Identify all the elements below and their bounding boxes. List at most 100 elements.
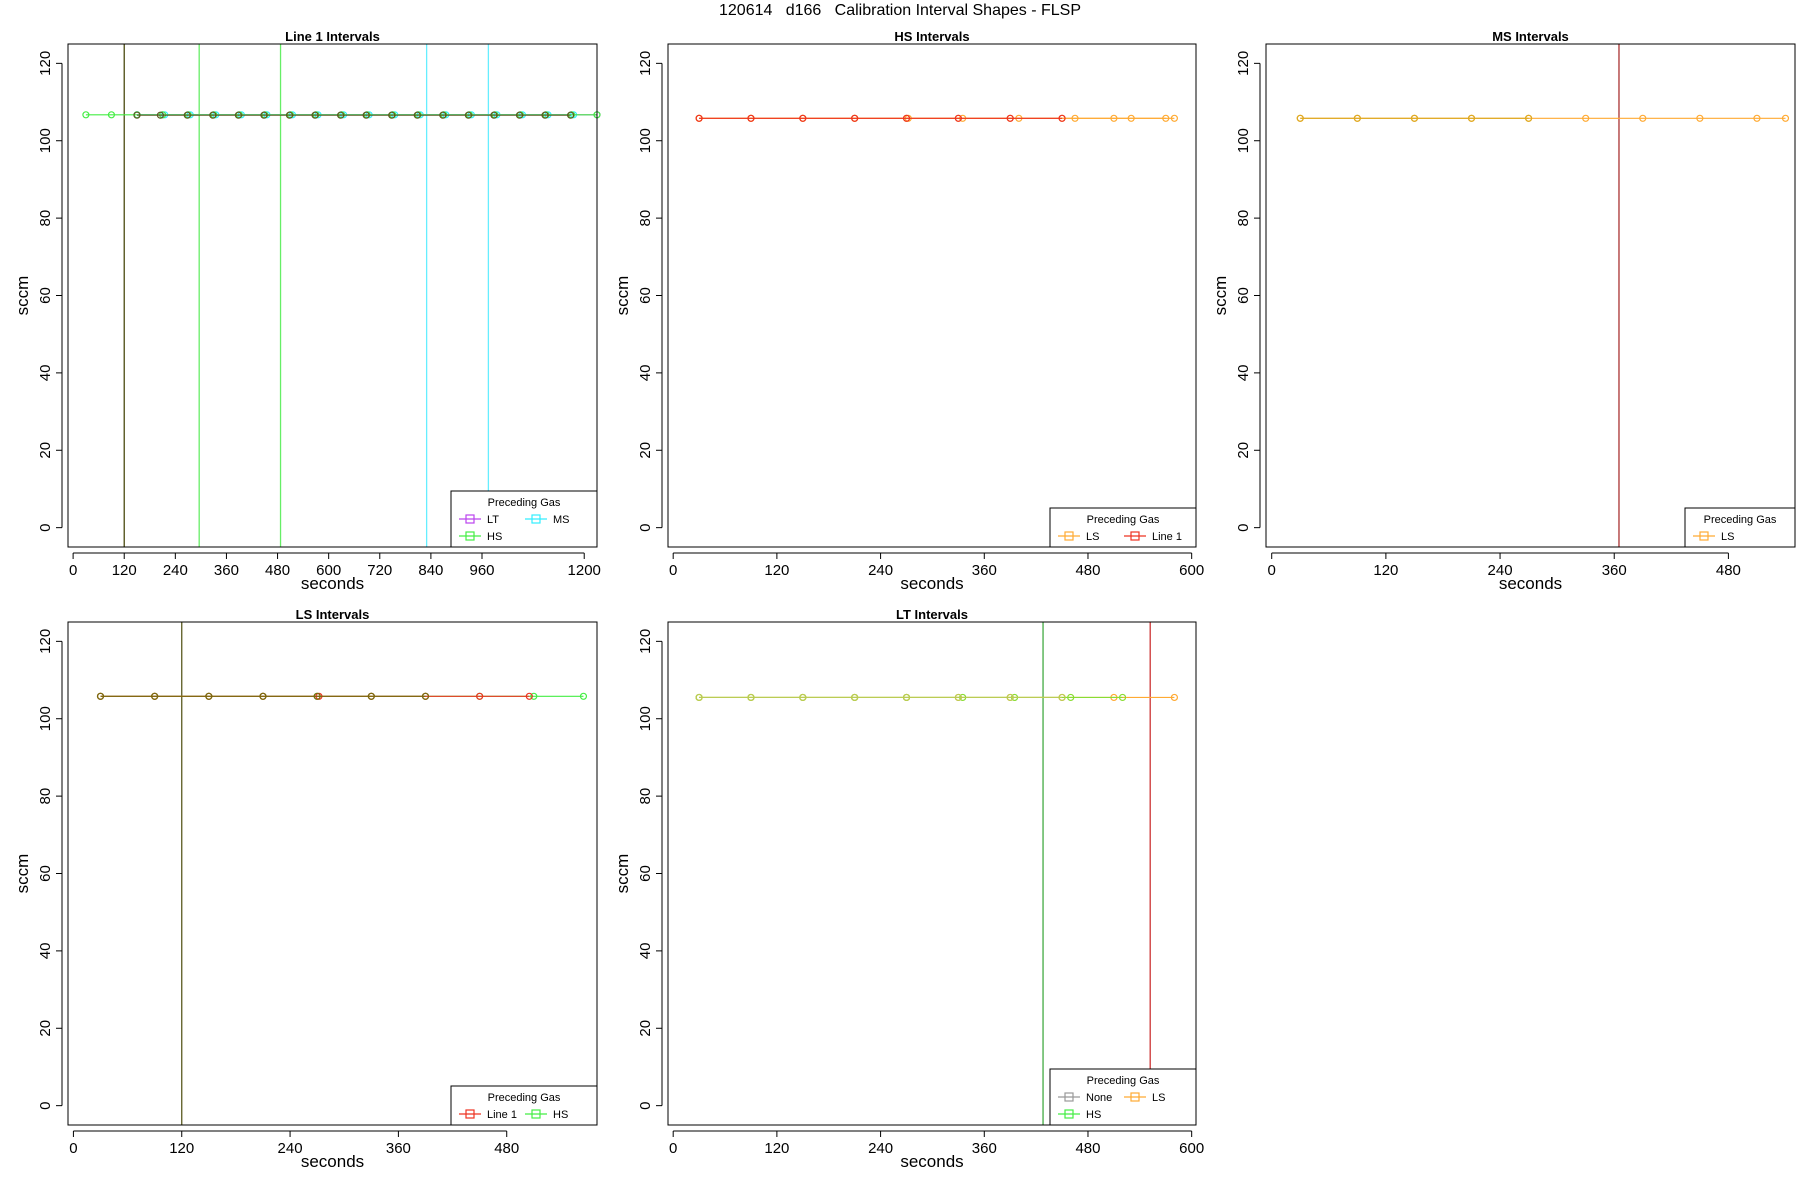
- y-axis-label: sccm: [1211, 276, 1230, 316]
- legend-title: Preceding Gas: [1087, 514, 1160, 526]
- y-tick-label: 100: [637, 128, 654, 153]
- legend-entry: HS: [1086, 1109, 1101, 1121]
- plot-frame: [667, 43, 1197, 548]
- legend-box: [1049, 507, 1197, 548]
- y-tick-label: 0: [1235, 523, 1252, 531]
- data-point: [747, 693, 755, 702]
- legend-entry: None: [1086, 1092, 1112, 1104]
- y-tick-label: 20: [1235, 442, 1252, 459]
- data-point: [205, 692, 213, 700]
- data-point: [1639, 114, 1647, 122]
- y-tick-label: 120: [37, 629, 54, 654]
- x-axis-label: seconds: [900, 574, 963, 593]
- chart-title: MS Intervals: [1492, 29, 1569, 44]
- y-tick-label: 120: [637, 629, 654, 654]
- data-point: [133, 111, 141, 119]
- data-point: [1296, 114, 1304, 122]
- data-point: [421, 692, 430, 700]
- data-point: [209, 111, 217, 119]
- plot-frame: [1265, 43, 1796, 548]
- legend-entry: Line 1: [487, 1109, 517, 1121]
- x-tick-label: 240: [278, 1140, 303, 1157]
- y-tick-label: 60: [637, 287, 654, 304]
- y-tick-label: 60: [37, 865, 54, 882]
- legend-swatch-marker: [1130, 531, 1140, 541]
- x-tick-label: 360: [214, 562, 239, 579]
- x-tick-label: 840: [418, 562, 443, 579]
- y-tick-label: 80: [637, 788, 654, 805]
- x-tick-label: 480: [1075, 562, 1100, 579]
- data-point: [107, 111, 116, 119]
- legend-swatch-marker: [531, 1109, 541, 1119]
- page-title: 120614 d166 Calibration Interval Shapes …: [719, 2, 1081, 19]
- y-tick-label: 0: [637, 523, 654, 531]
- y-axis-label: sccm: [13, 854, 32, 894]
- y-tick-label: 20: [37, 442, 54, 459]
- data-point: [1781, 114, 1790, 122]
- data-point: [439, 111, 447, 119]
- x-tick-label: 360: [386, 1140, 411, 1157]
- data-point: [476, 692, 484, 700]
- data-point: [1071, 114, 1079, 122]
- data-point: [695, 114, 703, 122]
- y-tick-label: 80: [637, 210, 654, 227]
- x-tick-label: 120: [764, 562, 789, 579]
- data-point: [96, 692, 105, 700]
- chart-title: LT Intervals: [896, 607, 968, 622]
- x-tick-label: 0: [669, 1140, 677, 1157]
- x-tick-label: 480: [494, 1140, 519, 1157]
- x-axis-label: seconds: [1499, 574, 1562, 593]
- y-tick-label: 100: [637, 706, 654, 731]
- data-point: [313, 692, 321, 700]
- y-tick-label: 80: [37, 788, 54, 805]
- legend-entry: LS: [1086, 531, 1099, 543]
- y-tick-label: 80: [37, 210, 54, 227]
- data-point: [413, 111, 421, 119]
- x-tick-label: 120: [112, 562, 137, 579]
- data-point: [1696, 114, 1704, 122]
- chart-panel-hs: HS Intervals 0 120 240 360 480 600 seconds 0 20 40…: [613, 29, 1204, 593]
- data-point: [902, 114, 911, 122]
- legend-title: Preceding Gas: [1704, 514, 1777, 526]
- legend-entry: Line 1: [1152, 531, 1182, 543]
- y-tick-label: 0: [37, 1101, 54, 1109]
- legend-swatch-marker: [1699, 531, 1709, 541]
- data-point: [1170, 693, 1178, 702]
- legend-swatch-marker: [531, 514, 541, 524]
- y-tick-label: 100: [37, 128, 54, 153]
- data-point: [260, 111, 268, 119]
- y-tick-label: 40: [37, 943, 54, 960]
- data-point: [1467, 114, 1476, 122]
- y-tick-label: 100: [37, 706, 54, 731]
- x-tick-label: 0: [669, 562, 677, 579]
- y-tick-label: 100: [1235, 128, 1252, 153]
- data-point: [566, 111, 575, 119]
- x-tick-label: 960: [469, 562, 494, 579]
- y-tick-label: 40: [637, 943, 654, 960]
- y-tick-label: 0: [37, 523, 54, 531]
- data-point: [388, 111, 396, 119]
- legend-title: Preceding Gas: [488, 497, 561, 509]
- legend-entry: LS: [1152, 1092, 1165, 1104]
- data-point: [1058, 114, 1066, 122]
- legend-swatch-marker: [465, 514, 475, 524]
- data-point: [1524, 114, 1533, 122]
- legend-entry: MS: [553, 514, 570, 526]
- chart-panel-ms: MS Intervals 0 120 240 360 480 seconds 0 20 40 60 8…: [1211, 29, 1796, 593]
- data-point: [362, 111, 370, 119]
- chart-panel-ls: LS Intervals 0 120 240 360 480 seconds 0 20 40 60 8…: [13, 607, 598, 1171]
- chart-title: HS Intervals: [894, 29, 969, 44]
- data-point: [799, 114, 807, 122]
- x-tick-label: 480: [1075, 1140, 1100, 1157]
- data-point: [1006, 693, 1014, 702]
- y-tick-label: 40: [637, 365, 654, 382]
- data-point: [234, 111, 242, 119]
- x-tick-label: 0: [1268, 562, 1276, 579]
- plot-frame: [67, 43, 598, 548]
- legend-swatch-marker: [1064, 1109, 1074, 1119]
- data-point: [1127, 114, 1135, 122]
- legend-title: Preceding Gas: [488, 1092, 561, 1104]
- x-tick-label: 120: [169, 1140, 194, 1157]
- data-point: [367, 692, 375, 700]
